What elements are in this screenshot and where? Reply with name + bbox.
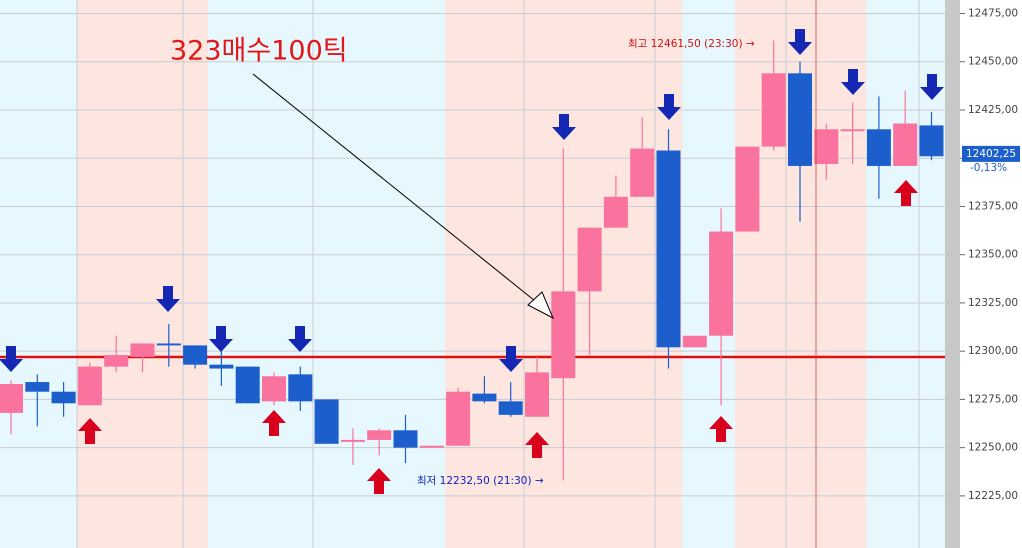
candle-body: [472, 393, 497, 402]
candle-body: [577, 227, 602, 292]
buy-arrow: [262, 410, 286, 436]
candle-body: [340, 439, 365, 442]
candle-body: [761, 73, 786, 147]
sell-arrow: [841, 69, 865, 95]
candle-body: [393, 430, 418, 448]
candle-body: [814, 129, 839, 165]
low-annotation: 최저 12232,50 (21:30) →: [417, 475, 544, 487]
sell-arrow: [0, 346, 23, 372]
sell-arrow: [288, 326, 312, 352]
change-label: -0,13%: [970, 162, 1007, 174]
candle-body: [262, 376, 286, 402]
annotation-arrow: [252, 73, 555, 320]
high-annotation: 최고 12461,50 (23:30) →: [628, 38, 755, 50]
y-tick-label: 12275,00: [968, 393, 1018, 405]
sell-arrow: [156, 286, 180, 312]
vertical-grid: [76, 0, 920, 548]
candle-body: [130, 343, 155, 357]
y-tick-label: 12375,00: [968, 200, 1018, 212]
candle-body: [288, 374, 313, 402]
candle-body: [25, 382, 50, 392]
candle-body: [183, 345, 208, 365]
buy-arrow: [367, 468, 391, 494]
sell-arrow: [552, 114, 576, 140]
candle-body: [446, 391, 471, 446]
y-tick-label: 12325,00: [968, 297, 1018, 309]
candle-body: [682, 335, 707, 348]
candle-body: [735, 146, 760, 232]
y-tick-label: 12250,00: [968, 442, 1018, 454]
buy-arrow: [525, 432, 549, 458]
candle-body: [51, 391, 76, 404]
candle-body: [551, 291, 576, 379]
buy-arrow: [78, 418, 102, 444]
y-tick-label: 12425,00: [968, 104, 1018, 116]
y-tick-label: 12350,00: [968, 249, 1018, 261]
candle-body: [367, 430, 392, 440]
buy-arrow: [894, 180, 918, 206]
candle-body: [104, 355, 129, 367]
candle-body: [866, 129, 891, 166]
candle-body: [419, 445, 444, 448]
sell-arrow: [920, 74, 944, 100]
buy-arrow: [709, 416, 733, 442]
candle-body: [209, 364, 234, 369]
last-price-label: 12402,25: [966, 148, 1016, 160]
candle-body: [0, 383, 23, 413]
candle-body: [235, 366, 260, 404]
candle-body: [498, 401, 523, 415]
candle-body: [893, 123, 918, 166]
candle-body: [656, 150, 681, 348]
y-tick-label: 12450,00: [968, 56, 1018, 68]
candle-body: [603, 196, 628, 228]
candle-body: [919, 125, 944, 157]
y-axis: 12225,00 12250,00 12275,00 12300,00 12325,00…: [960, 8, 1020, 502]
candle-body: [156, 343, 181, 346]
candle-body: [630, 148, 655, 197]
last-price-box: [962, 145, 1020, 162]
signal-annotation: 323매수100틱: [170, 36, 348, 67]
candles: [0, 40, 944, 481]
candle-body: [788, 73, 812, 166]
sell-arrow: [499, 346, 523, 372]
candle-body: [840, 129, 865, 132]
y-tick-label: 12225,00: [968, 490, 1018, 502]
sell-arrow: [209, 326, 233, 352]
sell-arrow: [657, 94, 681, 120]
candle-body: [525, 372, 549, 417]
candle-body: [314, 399, 339, 444]
candle-body: [77, 366, 102, 406]
signal-arrows: [0, 29, 944, 494]
y-tick-label: 12475,00: [968, 8, 1018, 20]
sell-arrow: [788, 29, 812, 55]
y-tick-label: 12300,00: [968, 345, 1018, 357]
candle-body: [709, 231, 734, 336]
grid: [0, 13, 945, 497]
